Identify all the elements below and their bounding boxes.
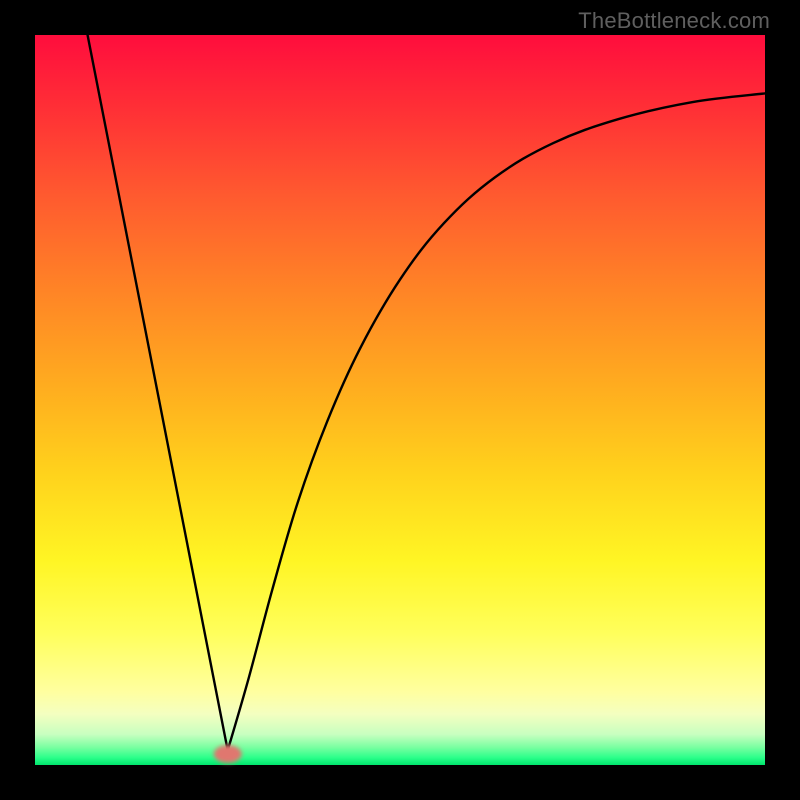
plot-area <box>35 35 765 765</box>
gradient-background <box>35 35 765 765</box>
minimum-marker <box>214 745 242 763</box>
curve-svg <box>35 35 765 765</box>
watermark-text: TheBottleneck.com <box>578 8 770 34</box>
chart-container: TheBottleneck.com <box>0 0 800 800</box>
